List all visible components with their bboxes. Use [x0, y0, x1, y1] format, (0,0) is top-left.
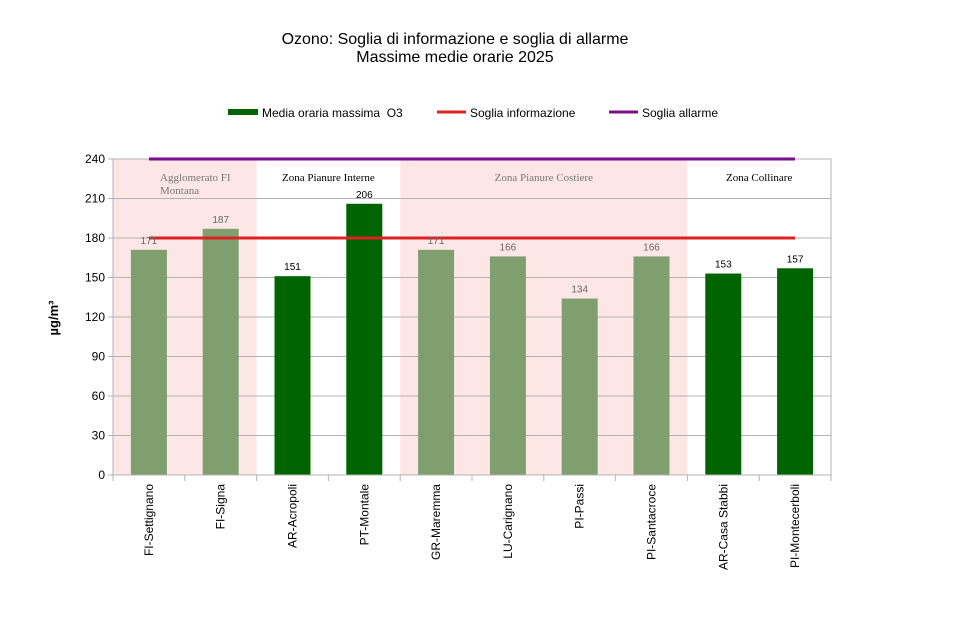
legend-label-allarme: Soglia allarme	[642, 106, 718, 120]
data-label: 166	[500, 242, 517, 253]
bar-fi-signa	[202, 228, 239, 475]
axes: 0 30 60 90 120 150 180 210 240 FI-Settignano FI-Si…	[85, 152, 832, 570]
zone-label: Zona Collinare	[726, 172, 792, 184]
data-label: 171	[141, 236, 158, 247]
x-tick-label: GR-Maremma	[429, 484, 443, 560]
y-tick-label: 180	[85, 231, 105, 245]
data-label: 151	[284, 262, 301, 273]
bar-ar-acropoli	[274, 276, 311, 475]
chart-title: Ozono: Soglia di informazione e soglia d…	[282, 31, 629, 48]
x-tick-label: PI-Passi	[573, 484, 587, 529]
legend-swatch-media	[228, 109, 258, 115]
legend-label-media: Media oraria massima O3	[262, 106, 403, 120]
chart-subtitle: Massime medie orarie 2025	[356, 49, 554, 66]
zone-label: Agglomerato FI	[160, 172, 231, 184]
data-label: 153	[715, 260, 732, 271]
y-tick-label: 30	[92, 429, 106, 443]
y-tick-label: 90	[92, 350, 106, 364]
threshold-lines	[149, 157, 795, 240]
data-label: 206	[356, 190, 373, 201]
data-label: 187	[212, 215, 229, 226]
zone-label: Zona Pianure Interne	[282, 172, 375, 184]
bar-pi-passi	[561, 298, 598, 475]
zone-label: Zona Pianure Costiere	[495, 172, 593, 184]
bar-pi-montecerboli	[777, 268, 814, 475]
x-tick-label: LU-Carignano	[501, 484, 515, 559]
y-tick-label: 210	[85, 192, 105, 206]
bar-gr-maremma	[418, 249, 455, 475]
y-axis-label: µg/m³	[46, 300, 61, 336]
data-label: 166	[643, 242, 660, 253]
bars	[130, 203, 814, 475]
bar-ar-casa-stabbi	[705, 273, 742, 475]
zone-label: Montana	[160, 185, 199, 197]
data-label: 157	[787, 254, 804, 265]
data-label: 134	[571, 285, 588, 296]
bar-fi-settignano	[130, 249, 167, 475]
x-tick-label: PT-Montale	[357, 484, 371, 546]
x-tick-label: FI-Signa	[214, 484, 228, 530]
x-tick-label: FI-Settignano	[142, 484, 156, 556]
y-tick-label: 0	[98, 468, 105, 482]
x-tick-label: AR-Casa Stabbi	[716, 484, 730, 570]
y-tick-label: 240	[85, 152, 105, 166]
data-labels: 171 187 151 206 171 166 134 166 153 157	[141, 190, 804, 296]
y-tick-label: 120	[85, 310, 105, 324]
y-tick-label: 60	[92, 389, 106, 403]
x-tick-label: PI-Santacroce	[645, 484, 659, 560]
bar-pi-santacroce	[633, 256, 670, 475]
bar-lu-carignano	[489, 256, 526, 475]
x-tick-label: PI-Montecerboli	[788, 484, 802, 568]
data-label: 171	[428, 236, 445, 247]
y-tick-label: 150	[85, 271, 105, 285]
bar-pt-montale	[346, 203, 383, 475]
legend-label-informazione: Soglia informazione	[470, 106, 576, 120]
x-tick-label: AR-Acropoli	[286, 484, 300, 548]
legend: Media oraria massima O3 Soglia informazi…	[228, 106, 718, 120]
